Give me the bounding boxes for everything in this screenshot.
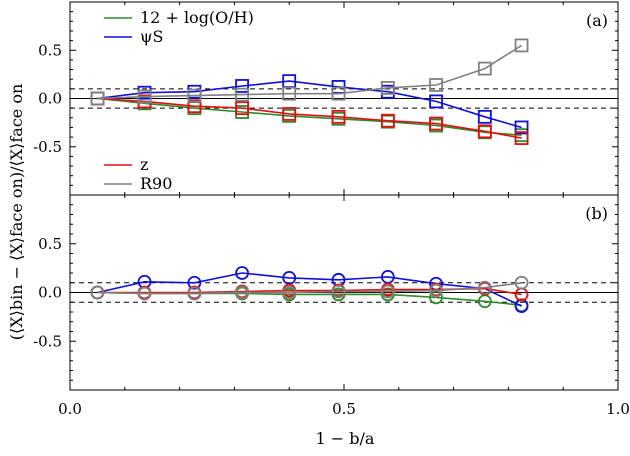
ytick-label-b-1: 0.0 [38, 284, 62, 302]
legend-label-r90: R90 [140, 174, 172, 193]
point-z-a-3 [235, 101, 249, 116]
legend-label-s: ψS [140, 27, 164, 46]
legend-entry-s: ψS [104, 27, 164, 46]
point-z-a-6 [380, 113, 395, 128]
series-z-a [90, 91, 529, 145]
xtick-label-1: 0.5 [332, 400, 356, 418]
legend-label-12-log-o-h: 12 + log(O/H) [140, 8, 254, 27]
series-r90-b [90, 275, 529, 301]
point-s-b-2 [187, 275, 202, 290]
series-line-z-a [97, 97, 522, 139]
xtick-label-0: 0.0 [58, 400, 82, 418]
ytick-label-a-1: 0.0 [38, 90, 62, 108]
point-z-a-9 [514, 131, 529, 145]
series-line-s-a [97, 80, 522, 129]
point-r90-b-4 [282, 285, 297, 300]
point-z-a-4 [282, 107, 297, 121]
point-z-a-8 [477, 124, 492, 139]
series-s-a [90, 74, 529, 135]
panel-b: 0.5 0.0 -0.5 (b) [33, 194, 619, 391]
point-r90-a-5 [331, 86, 346, 101]
point-r90-b-5 [331, 284, 346, 299]
ytick-label-b-2: -0.5 [33, 332, 62, 350]
series-line-r90-b [97, 282, 522, 295]
point-r90-a-4 [282, 86, 297, 101]
series-line-12-log-o-h-b [97, 291, 522, 306]
point-s-a-9 [514, 120, 529, 135]
point-z-a-2 [187, 99, 202, 114]
point-r90-a-1 [137, 89, 152, 104]
point-r90-a-6 [380, 80, 395, 95]
panel-label-a: (a) [586, 11, 608, 30]
point-r90-b-2 [187, 286, 202, 301]
point-s-b-3 [235, 266, 249, 280]
point-r90-a-2 [187, 88, 202, 103]
point-r90-a-3 [235, 87, 249, 102]
point-r90-b-0 [90, 285, 105, 300]
point-r90-b-3 [235, 285, 249, 300]
y-axis-label: (⟨X⟩bin − ⟨X⟩face on)/⟨X⟩face on [7, 84, 26, 341]
point-r90-a-9 [514, 38, 529, 53]
x-axis-label: 1 − b/a [316, 429, 375, 448]
ytick-label-a-0: 0.5 [38, 41, 62, 59]
legend-entry-r90: R90 [104, 174, 172, 193]
xtick-label-2: 1.0 [606, 400, 630, 418]
series-12-log-o-h-a [90, 91, 529, 143]
series-r90-a [90, 38, 529, 106]
point-z-a-7 [429, 116, 443, 131]
legend-label-z: z [140, 155, 148, 174]
point-r90-a-7 [429, 78, 443, 92]
point-r90-b-1 [137, 286, 152, 301]
point-r90-b-6 [380, 284, 395, 299]
ytick-label-a-2: -0.5 [33, 138, 62, 156]
point-r90-b-9 [514, 275, 529, 290]
point-r90-b-8 [477, 280, 492, 295]
point-z-a-5 [331, 109, 346, 124]
point-r90-a-8 [477, 61, 492, 76]
point-s-a-3 [235, 79, 249, 93]
x-axis: 0.0 0.5 1.0 [58, 400, 630, 418]
series-line-12-log-o-h-a [97, 97, 522, 136]
legend-entry-z: z [104, 155, 148, 174]
point-r90-b-7 [429, 283, 443, 298]
point-s-a-8 [477, 109, 492, 124]
point-s-a-7 [429, 94, 443, 109]
panel-label-b: (b) [585, 204, 608, 223]
point-r90-a-0 [90, 91, 105, 106]
series-line-s-b [97, 272, 522, 307]
legend-entry-12-log-o-h: 12 + log(O/H) [104, 8, 254, 27]
panel-frame-b [69, 194, 619, 391]
series-line-r90-a [97, 44, 523, 100]
ytick-label-b-0: 0.5 [38, 235, 62, 253]
